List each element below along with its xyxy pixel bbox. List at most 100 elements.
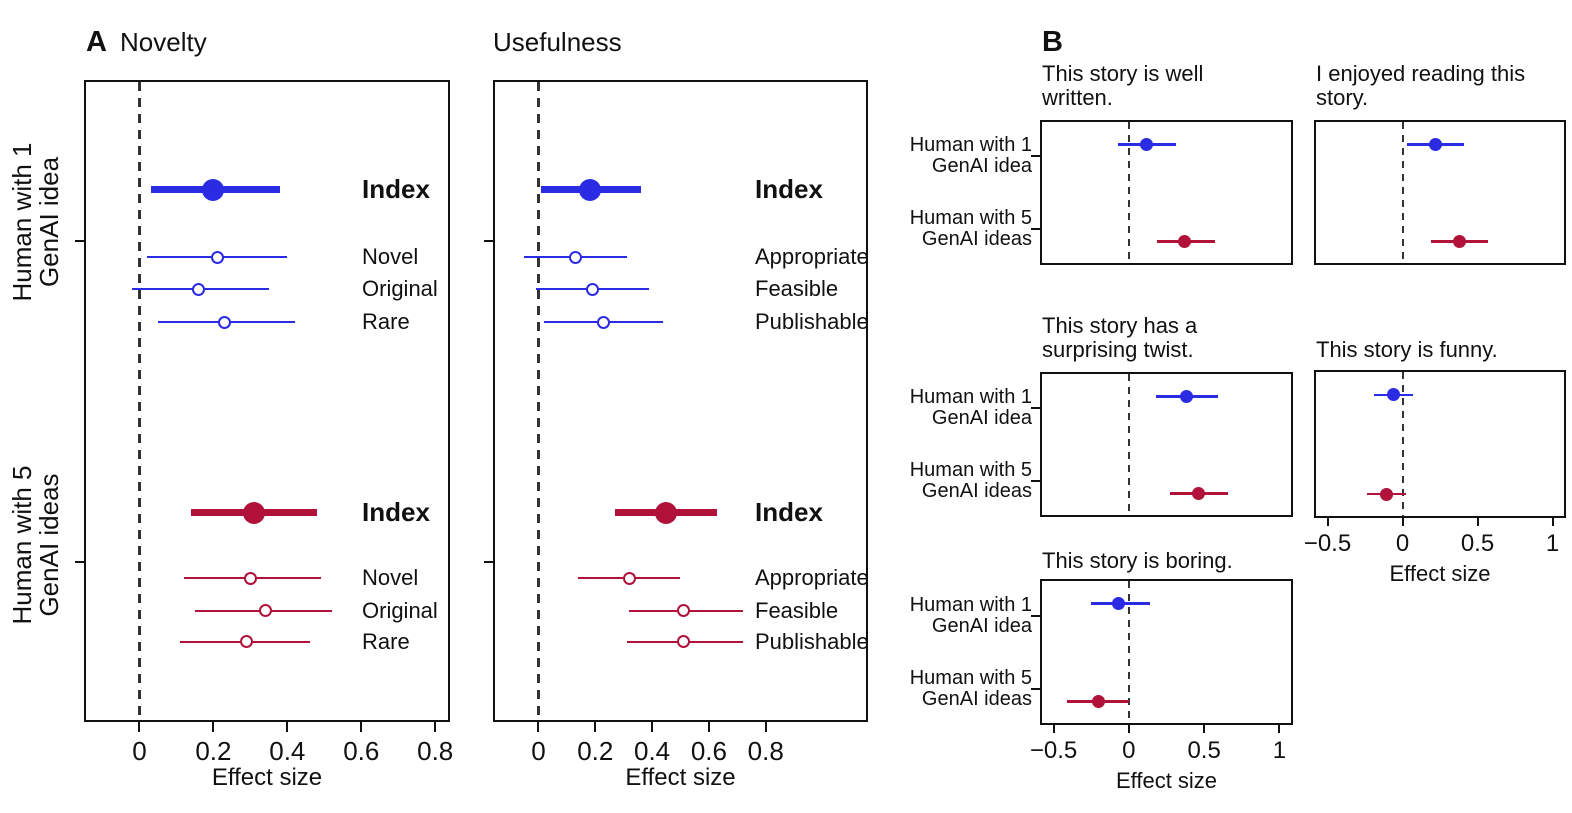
twist-plot-box: [1040, 372, 1293, 517]
usefulness-xtick-label-1: 0.2: [577, 736, 614, 766]
usefulness-xtick-4: [764, 722, 767, 732]
novelty-zero-line: [137, 82, 141, 720]
funny-xtick-1: [1401, 518, 1404, 526]
novelty-index-label-0: Index: [362, 174, 430, 205]
novelty-index-label-1: Index: [362, 497, 430, 528]
boring-xtick-0: [1052, 725, 1055, 733]
funny-title: This story is funny.: [1316, 337, 1498, 362]
boring-ytick-0: [1031, 614, 1040, 617]
usefulness-xtick-label-0: 0: [531, 736, 546, 766]
usefulness-publishable-label-1: Publishable: [755, 628, 869, 654]
funny-xtick-label-3: 1: [1545, 530, 1560, 557]
funny-xtick-2: [1476, 518, 1479, 526]
novelty-xtick-label-2: 0.4: [269, 736, 306, 766]
novelty-index-dot-1: [243, 501, 266, 524]
usefulness-xtick-1: [594, 722, 597, 732]
boring-row-label-1: Human with 5 GenAI ideas: [909, 666, 1032, 710]
twist-dot-0: [1179, 389, 1193, 403]
novelty-title: Novelty: [120, 27, 207, 57]
usefulness-index-dot-0: [578, 178, 601, 201]
boring-xtick-label-2: 0.5: [1187, 737, 1221, 764]
novelty-novel-label-0: Novel: [362, 244, 419, 270]
novelty-original-dot-1: [258, 604, 272, 618]
enjoyed-dot-0: [1429, 137, 1442, 151]
well_written-row-label-0: Human with 1 GenAI idea: [909, 134, 1032, 178]
usefulness-index-dot-1: [655, 501, 678, 524]
enjoyed-zero-line: [1401, 122, 1404, 263]
twist-dot-1: [1191, 487, 1205, 500]
funny-dot-1: [1379, 487, 1393, 501]
novelty-novel-dot-1: [243, 571, 257, 585]
boring-xtick-3: [1278, 725, 1281, 733]
novelty-original-label-1: Original: [362, 597, 438, 623]
panel-a-label: A: [86, 26, 107, 58]
novelty-rare-dot-1: [240, 635, 254, 649]
usefulness-xtick-0: [537, 722, 540, 732]
boring-dot-1: [1092, 694, 1106, 708]
usefulness-appropriate-dot-1: [622, 571, 636, 585]
well_written-dot-0: [1140, 137, 1154, 151]
boring-xtick-2: [1203, 725, 1206, 733]
novelty-xtick-label-3: 0.6: [343, 736, 380, 766]
boring-row-label-0: Human with 1 GenAI idea: [909, 593, 1032, 637]
novelty-novel-dot-0: [210, 250, 224, 264]
well_written-zero-line: [1127, 122, 1130, 263]
enjoyed-title: I enjoyed reading this story.: [1316, 61, 1526, 110]
novelty-rare-label-0: Rare: [362, 309, 410, 335]
twist-row-label-1: Human with 5 GenAI ideas: [909, 458, 1032, 502]
usefulness-index-label-0: Index: [755, 174, 823, 205]
usefulness-appropriate-label-0: Appropriate: [755, 244, 869, 270]
usefulness-feasible-label-1: Feasible: [755, 597, 839, 623]
novelty-xtick-label-4: 0.8: [417, 736, 454, 766]
usefulness-feasible-label-0: Feasible: [755, 276, 839, 302]
twist-title: This story has a surprising twist.: [1042, 313, 1198, 362]
usefulness-publishable-label-0: Publishable: [755, 309, 869, 335]
usefulness-xaxis-label: Effect size: [625, 764, 736, 791]
usefulness-feasible-dot-0: [585, 282, 599, 296]
novelty-ytick-1: [75, 560, 84, 563]
novelty-xtick-2: [286, 722, 289, 732]
usefulness-appropriate-dot-0: [568, 250, 582, 264]
novelty-xtick-0: [138, 722, 141, 732]
funny-zero-line: [1401, 372, 1404, 516]
usefulness-publishable-dot-1: [676, 635, 690, 649]
usefulness-ytick-1: [484, 560, 493, 563]
funny-xtick-0: [1326, 518, 1329, 526]
well_written-dot-1: [1178, 235, 1192, 248]
boring-plot-box: [1040, 579, 1293, 725]
funny-xtick-label-1: 0: [1395, 530, 1410, 557]
novelty-novel-label-1: Novel: [362, 565, 419, 591]
funny-xaxis-label: Effect size: [1389, 561, 1491, 586]
boring-xaxis-label: Effect size: [1115, 768, 1218, 793]
usefulness-xtick-2: [651, 722, 654, 732]
boring-title: This story is boring.: [1042, 548, 1233, 573]
novelty-rare-dot-0: [217, 315, 231, 329]
usefulness-zero-line: [536, 82, 540, 720]
usefulness-index-label-1: Index: [755, 497, 823, 528]
well_written-title: This story is well written.: [1042, 61, 1204, 110]
funny-plot-box: [1314, 370, 1566, 518]
twist-ytick-0: [1031, 407, 1040, 410]
boring-xtick-label-1: 0: [1122, 737, 1136, 764]
novelty-index-dot-0: [202, 178, 225, 201]
boring-xtick-label-0: −0.5: [1029, 737, 1078, 764]
novelty-xtick-label-1: 0.2: [195, 736, 232, 766]
boring-ytick-1: [1031, 687, 1040, 690]
well_written-ytick-1: [1031, 227, 1040, 230]
twist-zero-line: [1127, 374, 1130, 515]
usefulness-feasible-dot-1: [676, 604, 690, 618]
novelty-xtick-4: [434, 722, 437, 732]
twist-row-label-0: Human with 1 GenAI idea: [909, 386, 1032, 430]
usefulness-ytick-0: [484, 239, 493, 242]
well_written-plot-box: [1040, 120, 1293, 265]
novelty-xtick-1: [212, 722, 215, 732]
usefulness-xtick-label-2: 0.4: [634, 736, 671, 766]
panel-b-label: B: [1042, 26, 1063, 58]
usefulness-title: Usefulness: [493, 27, 622, 57]
boring-xtick-1: [1127, 725, 1130, 733]
well_written-ytick-0: [1031, 155, 1040, 158]
usefulness-xtick-label-4: 0.8: [747, 736, 784, 766]
funny-xtick-3: [1551, 518, 1554, 526]
novelty-ytick-0: [75, 239, 84, 242]
